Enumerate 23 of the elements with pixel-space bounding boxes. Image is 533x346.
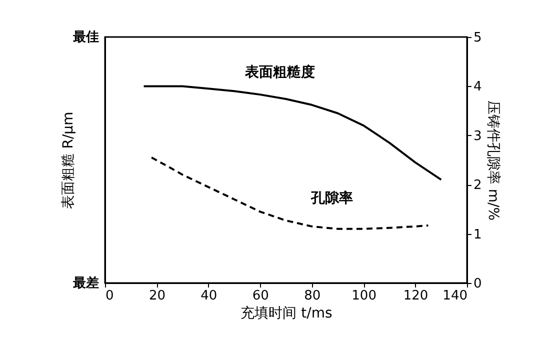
x-tick-label: 80 — [304, 288, 321, 304]
series-label: 表面粗糙度 — [244, 64, 316, 81]
series-label: 孔隙率 — [310, 189, 353, 206]
x-axis-title: 充填时间 t/ms — [240, 306, 332, 322]
y2-tick-label: 1 — [474, 227, 482, 242]
y2-tick-label: 3 — [474, 128, 482, 144]
y2-axis-title: 压铸件孔隙率 m/% — [484, 100, 501, 221]
y2-tick-label: 5 — [474, 30, 482, 46]
x-tick-label: 100 — [352, 288, 376, 304]
x-tick-label: 20 — [148, 288, 166, 304]
text: 最佳 — [72, 30, 99, 45]
x-tick-label: 140 — [442, 288, 468, 304]
y2-tick-label: 4 — [474, 80, 482, 95]
y2-tick-label: 0 — [474, 276, 482, 292]
line-series — [150, 156, 430, 230]
x-tick-label: 0 — [106, 288, 114, 304]
line-series — [142, 85, 442, 181]
x-tick-label: 60 — [252, 288, 269, 304]
text: 最差 — [72, 276, 99, 291]
y2-tick-label: 2 — [474, 178, 482, 194]
x-tick-label: 120 — [403, 288, 428, 304]
y-axis-title: 表面粗糙 R/μm — [60, 112, 76, 210]
x-tick-label: 40 — [200, 288, 218, 304]
